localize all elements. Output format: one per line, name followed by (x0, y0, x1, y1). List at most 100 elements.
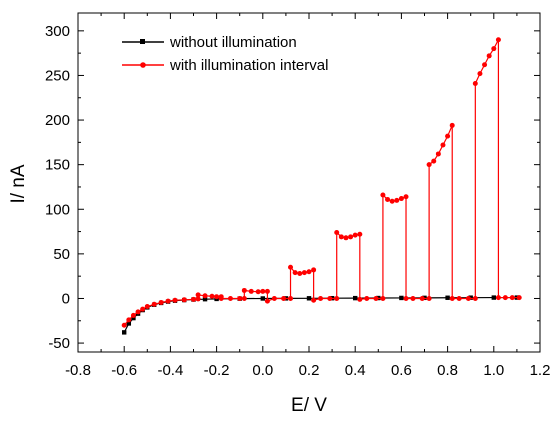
y-tick-label: 300 (45, 23, 70, 40)
x-tick-label: 0.4 (345, 362, 366, 379)
series-layer (121, 37, 522, 335)
data-point (435, 151, 441, 157)
data-point (456, 295, 462, 301)
x-tick-label: -0.4 (157, 362, 183, 379)
data-point (440, 142, 446, 148)
x-tick-label: 0.0 (252, 362, 273, 379)
data-point (158, 299, 164, 305)
data-point (472, 295, 478, 301)
data-point (306, 296, 312, 301)
data-point (306, 269, 312, 275)
y-tick-label: -50 (48, 335, 70, 352)
data-point (218, 295, 224, 301)
data-point (172, 297, 178, 303)
data-point (403, 194, 409, 200)
x-tick-label: -0.6 (111, 362, 137, 379)
data-point (385, 196, 391, 202)
data-point (491, 46, 497, 52)
legend-marker-with-illumination (140, 62, 146, 68)
data-point (264, 298, 270, 304)
data-point (338, 234, 344, 240)
data-point (509, 295, 515, 301)
x-tick-label: 0.2 (299, 362, 320, 379)
data-point (352, 232, 358, 238)
data-point (144, 304, 150, 310)
data-point (380, 295, 386, 301)
data-point (426, 162, 432, 168)
data-point (380, 192, 386, 198)
data-point (311, 267, 317, 273)
data-point (482, 62, 488, 68)
y-axis-title: I/ nA (8, 164, 29, 203)
data-point (403, 295, 409, 301)
data-point (398, 196, 404, 202)
data-point (449, 122, 455, 128)
y-tick-label: 200 (45, 112, 70, 129)
data-point (357, 231, 363, 237)
data-point (165, 298, 171, 304)
data-point (126, 317, 132, 323)
data-point (255, 289, 261, 295)
data-point (191, 296, 196, 302)
data-point (126, 321, 132, 326)
y-tick-label: 150 (45, 157, 70, 174)
data-point (353, 295, 358, 301)
data-point (237, 295, 243, 301)
data-point (121, 322, 127, 328)
y-tick-label: 250 (45, 67, 70, 84)
data-point (248, 288, 254, 294)
y-tick-label: 50 (53, 246, 70, 263)
data-point (241, 295, 247, 301)
data-point (495, 295, 501, 301)
y-axis: -50 0 50 100 150 200 250 300 (45, 23, 540, 352)
series-with-illumination (121, 37, 522, 328)
data-point (260, 296, 265, 301)
x-tick-label: -0.2 (204, 362, 230, 379)
data-point (140, 306, 146, 312)
data-point (389, 198, 395, 204)
series-line (123, 296, 517, 333)
data-point (410, 295, 416, 301)
data-point (195, 296, 201, 302)
data-point (373, 295, 379, 301)
data-point (449, 295, 455, 301)
x-tick-label: 1.2 (530, 362, 550, 379)
data-point (292, 270, 298, 276)
data-point (181, 297, 187, 303)
data-point (327, 295, 333, 301)
data-point (281, 295, 287, 301)
data-point (445, 133, 451, 139)
data-point (348, 234, 354, 240)
series-without-illumination (122, 295, 520, 335)
data-point (195, 292, 201, 298)
data-point (334, 295, 340, 301)
data-point (122, 330, 127, 335)
x-axis-title: E/ V (291, 395, 327, 416)
data-point (131, 315, 136, 321)
data-point (445, 295, 450, 300)
data-point (311, 297, 317, 303)
data-point (516, 295, 522, 301)
data-point (209, 293, 215, 299)
x-axis: -0.8 -0.6 -0.4 -0.2 0.0 0.2 0.4 0.6 0.8 1.0 1.2 (65, 13, 550, 379)
data-point (491, 295, 496, 300)
data-point (214, 294, 220, 300)
data-point (288, 295, 294, 301)
legend-label-without-illumination: without illumination (169, 34, 297, 51)
data-point (241, 287, 247, 293)
x-tick-label: 1.0 (483, 362, 504, 379)
x-tick-label: -0.8 (65, 362, 91, 379)
x-tick-label: 0.8 (437, 362, 458, 379)
data-point (151, 301, 157, 307)
data-point (343, 235, 349, 241)
legend-marker-without-illumination (140, 39, 145, 44)
legend-label-with-illumination: with illumination interval (169, 57, 328, 74)
data-point (394, 197, 400, 203)
data-point (465, 295, 471, 301)
data-point (288, 264, 294, 270)
data-point (271, 295, 277, 301)
data-point (202, 293, 208, 299)
data-point (419, 295, 425, 301)
